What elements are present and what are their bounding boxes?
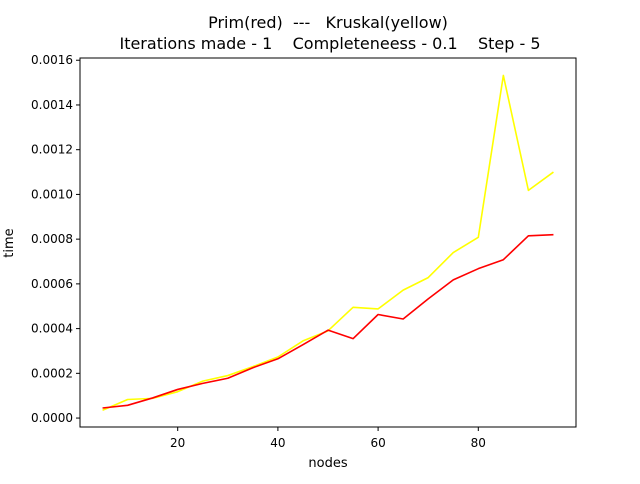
plot-area-frame (79, 57, 577, 428)
y-tick-label: 0.0008 (31, 232, 73, 246)
chart-title-line-2: Iterations made - 1 Completeneess - 0.1 … (119, 34, 540, 53)
x-tick-label: 20 (170, 436, 185, 450)
series-line-1 (102, 233, 554, 409)
y-axis: 0.0000 0.0002 0.0004 0.0006 0.0008 0.0010 0.00… (31, 53, 80, 425)
y-tick-label: 0.0016 (31, 53, 73, 67)
x-tick-label: 60 (370, 436, 385, 450)
y-tick-label: 0.0012 (31, 143, 73, 157)
y-tick-label: 0.0006 (31, 277, 73, 291)
y-tick-label: 0.0000 (31, 411, 73, 425)
y-tick-label: 0.0004 (31, 322, 73, 336)
y-axis-label: time (2, 228, 17, 257)
chart-title-line-1: Prim(red) --- Kruskal(yellow) (208, 13, 448, 32)
x-tick-label: 80 (471, 436, 486, 450)
x-tick-label: 40 (270, 436, 285, 450)
x-axis: 20 40 60 80 (170, 427, 486, 450)
x-axis-label: nodes (308, 456, 347, 471)
series-layer (102, 74, 554, 411)
y-tick-label: 0.0010 (31, 187, 73, 201)
y-tick-label: 0.0014 (31, 98, 73, 112)
y-tick-label: 0.0002 (31, 366, 73, 380)
